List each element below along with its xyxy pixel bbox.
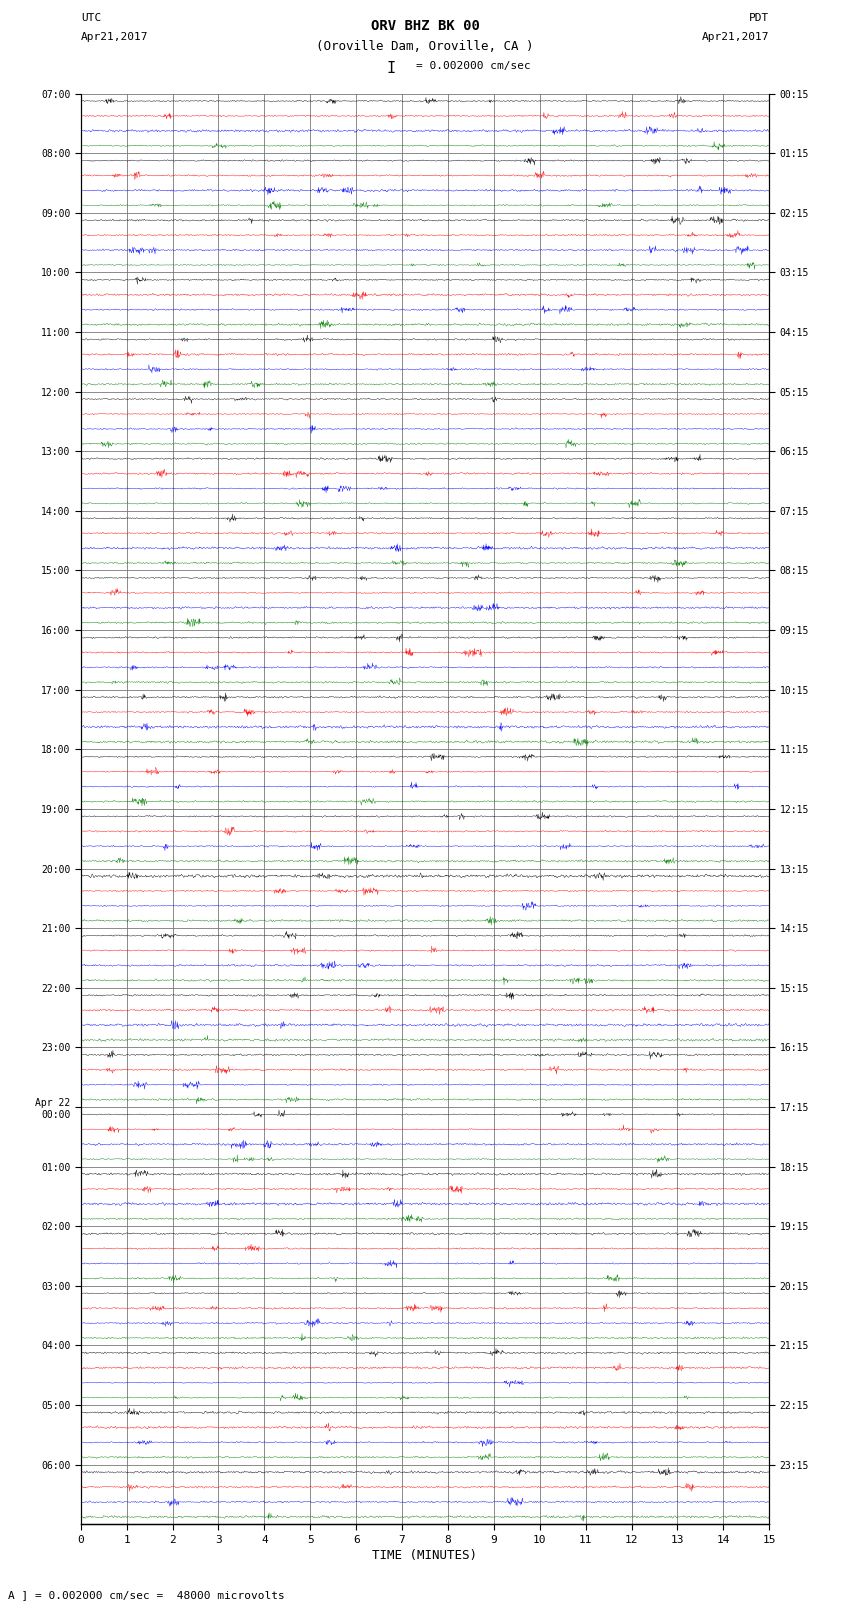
Text: Apr21,2017: Apr21,2017 xyxy=(702,32,769,42)
Text: PDT: PDT xyxy=(749,13,769,23)
Text: = 0.002000 cm/sec: = 0.002000 cm/sec xyxy=(416,61,531,71)
Text: (Oroville Dam, Oroville, CA ): (Oroville Dam, Oroville, CA ) xyxy=(316,40,534,53)
Text: Apr21,2017: Apr21,2017 xyxy=(81,32,148,42)
Text: A ] = 0.002000 cm/sec =  48000 microvolts: A ] = 0.002000 cm/sec = 48000 microvolts xyxy=(8,1590,286,1600)
Text: UTC: UTC xyxy=(81,13,101,23)
Text: ORV BHZ BK 00: ORV BHZ BK 00 xyxy=(371,19,479,34)
Text: I: I xyxy=(387,61,395,76)
X-axis label: TIME (MINUTES): TIME (MINUTES) xyxy=(372,1548,478,1561)
